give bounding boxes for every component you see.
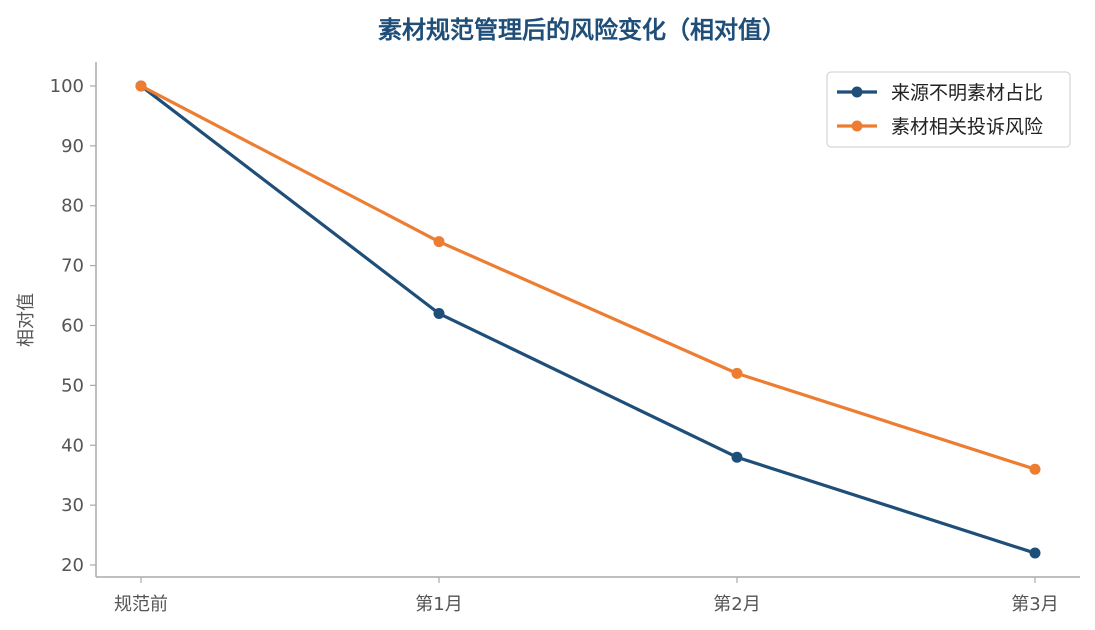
axes: 20 30 40 50 60 70 80 90 100 规范前 第1月 第2月 第3月 (50, 62, 1080, 615)
series-line (139, 84, 1037, 471)
series-2 (135, 80, 1041, 475)
legend-marker (851, 120, 863, 132)
chart-title: 素材规范管理后的风险变化（相对值） (378, 16, 786, 44)
y-tick-label: 80 (61, 196, 84, 217)
y-tick-label: 100 (50, 76, 84, 97)
y-tick-label: 50 (61, 375, 84, 396)
data-point (1029, 463, 1041, 475)
series-1 (135, 80, 1041, 559)
x-tick-label: 第2月 (713, 594, 760, 615)
series-layer (135, 80, 1041, 559)
legend-box (826, 71, 1071, 148)
y-axis-label: 相对值 (16, 293, 37, 347)
y-tick-label: 90 (61, 136, 84, 157)
data-point (731, 451, 743, 463)
x-tick-label: 第1月 (415, 594, 462, 615)
legend-label: 素材相关投诉风险 (891, 116, 1043, 138)
data-point (731, 367, 743, 379)
y-tick-label: 20 (61, 555, 84, 576)
y-tick-label: 40 (61, 435, 84, 456)
y-tick-label: 70 (61, 256, 84, 277)
y-tick-label: 30 (61, 495, 84, 516)
legend-label: 来源不明素材占比 (891, 82, 1043, 104)
data-point (433, 308, 445, 320)
x-tick-label: 第3月 (1011, 594, 1058, 615)
legend-marker (851, 86, 863, 98)
data-point (135, 80, 147, 92)
data-point (1029, 547, 1041, 559)
x-tick-label: 规范前 (114, 594, 168, 615)
series-line (139, 84, 1037, 555)
data-point (433, 236, 445, 248)
y-tick-label: 60 (61, 315, 84, 336)
